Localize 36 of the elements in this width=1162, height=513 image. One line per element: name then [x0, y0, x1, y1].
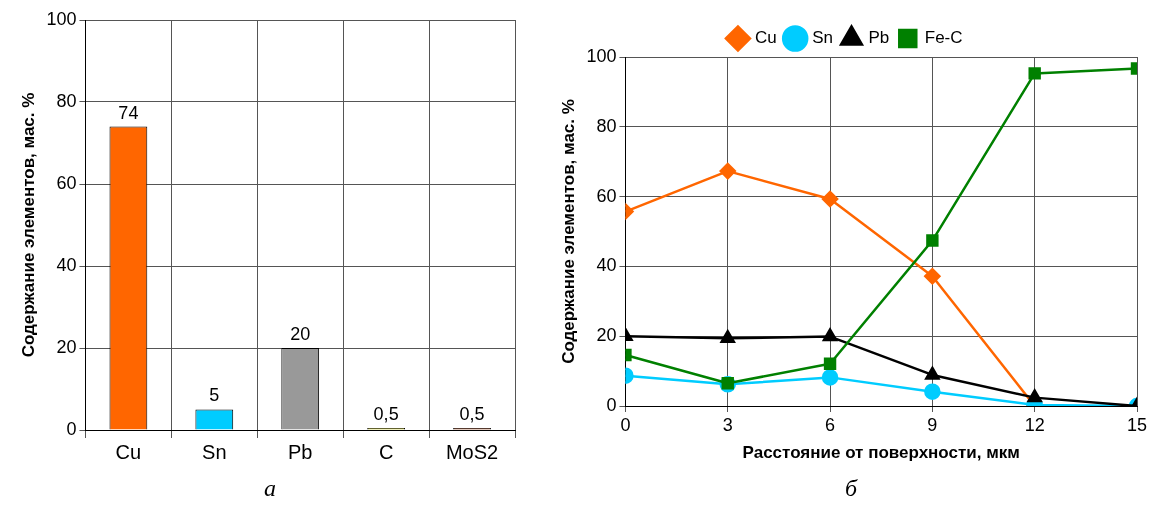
x-tick-label: 9	[927, 414, 938, 435]
data-label: 74	[118, 102, 139, 123]
y-tick-label: 40	[56, 254, 77, 275]
x-tick-label: C	[378, 440, 394, 463]
y-tick-label: 40	[596, 255, 617, 276]
y-tick-label: 80	[596, 115, 617, 136]
legend-label: Fe-C	[924, 28, 963, 48]
x-tick-label: Cu	[115, 440, 142, 463]
legend-label: Pb	[868, 28, 890, 48]
y-tick-label: 0	[606, 394, 617, 415]
x-tick-label: MoS2	[445, 440, 499, 463]
y-tick-label: 60	[596, 185, 617, 206]
data-label: 0,5	[459, 403, 485, 424]
x-tick-label: 15	[1126, 414, 1148, 435]
x-tick-label: 0	[620, 414, 631, 435]
y-tick-label: 60	[56, 172, 77, 193]
data-label: 5	[209, 385, 220, 406]
y-tick-label: 20	[596, 325, 617, 346]
x-tick-label: 3	[722, 414, 733, 435]
x-tick-label: 12	[1024, 414, 1045, 435]
x-tick-label: Pb	[287, 440, 313, 463]
y-tick-label: 20	[56, 336, 77, 357]
y-axis-title: Содержание элементов, мас. %	[18, 92, 38, 358]
y-tick-label: 100	[46, 8, 77, 29]
legend-label: Cu	[754, 28, 777, 48]
legend-label: Sn	[812, 28, 833, 48]
text: а	[264, 474, 276, 503]
y-tick-label: 80	[56, 90, 77, 111]
x-axis-title: Расстояние от поверхности, мкм	[742, 443, 1020, 463]
y-tick-label: 100	[586, 45, 617, 66]
y-axis-title: Содержание элементов, мас. %	[558, 99, 578, 364]
data-label: 20	[290, 323, 311, 344]
x-tick-label: Sn	[202, 440, 227, 463]
x-tick-label: 6	[825, 414, 836, 435]
text: б	[844, 474, 858, 503]
data-label: 0,5	[373, 403, 399, 424]
